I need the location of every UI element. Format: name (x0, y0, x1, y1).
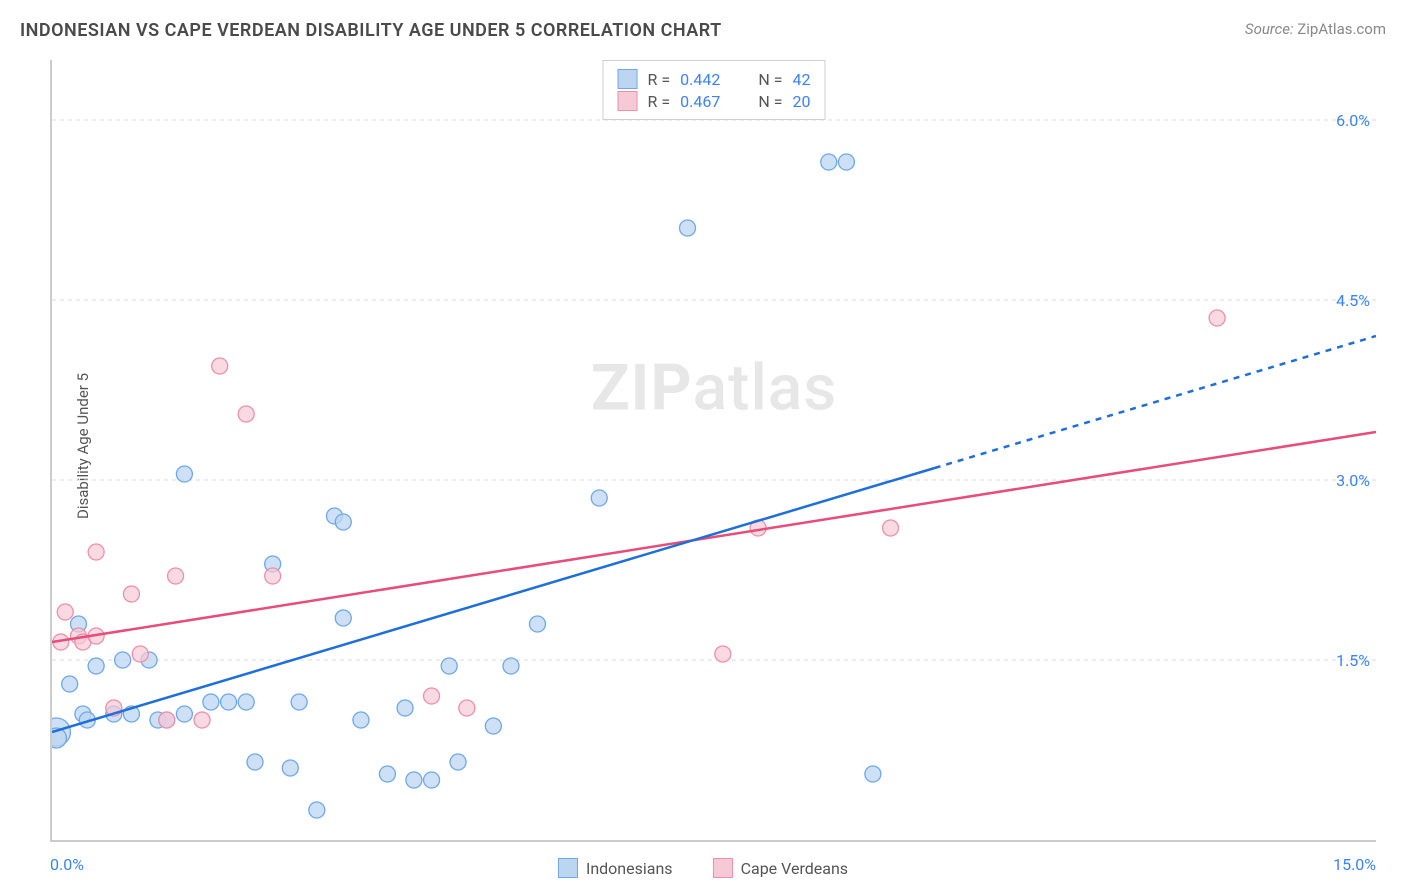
svg-text:4.5%: 4.5% (1336, 291, 1370, 310)
series-legend: Indonesians Cape Verdeans (558, 858, 848, 878)
plot-area: ZIPatlas 1.5%3.0%4.5%6.0% R = 0.442 N = … (50, 60, 1376, 842)
chart-svg: 1.5% 3.0% 4.5% 6.0% (52, 60, 1376, 840)
source-value: ZipAtlas.com (1297, 20, 1386, 38)
r-value-1: 0.442 (680, 70, 720, 89)
svg-text:6.0%: 6.0% (1336, 111, 1370, 130)
n-value-2: 20 (792, 92, 810, 111)
source-label: Source: (1245, 20, 1294, 38)
n-label-2: N = (758, 92, 782, 111)
source-attribution: Source: ZipAtlas.com (1245, 20, 1386, 38)
stats-row-2: R = 0.467 N = 20 (618, 91, 811, 111)
x-axis-max-label: 15.0% (1333, 855, 1376, 874)
x-axis-min-label: 0.0% (50, 855, 84, 874)
n-value-1: 42 (792, 70, 810, 89)
legend-label-2: Cape Verdeans (741, 859, 848, 878)
stats-swatch-1 (618, 69, 638, 89)
chart-title: INDONESIAN VS CAPE VERDEAN DISABILITY AG… (20, 20, 722, 41)
r-label-1: R = (648, 70, 671, 89)
stats-row-1: R = 0.442 N = 42 (618, 69, 811, 89)
r-label-2: R = (648, 92, 671, 111)
legend-item-1: Indonesians (558, 858, 673, 878)
stats-legend: R = 0.442 N = 42 R = 0.467 N = 20 (603, 60, 826, 120)
legend-swatch-1 (558, 858, 578, 878)
svg-text:1.5%: 1.5% (1336, 651, 1370, 670)
n-label-1: N = (758, 70, 782, 89)
legend-item-2: Cape Verdeans (713, 858, 848, 878)
r-value-2: 0.467 (680, 92, 720, 111)
legend-label-1: Indonesians (586, 859, 673, 878)
legend-swatch-2 (713, 858, 733, 878)
stats-swatch-2 (618, 91, 638, 111)
svg-text:3.0%: 3.0% (1336, 471, 1370, 490)
